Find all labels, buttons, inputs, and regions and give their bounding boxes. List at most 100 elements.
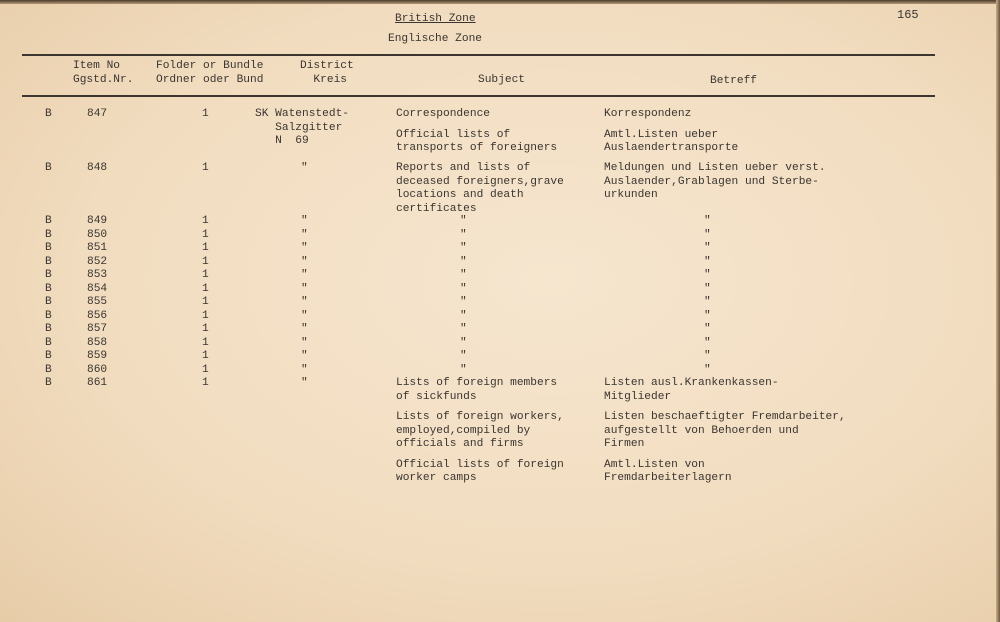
subject-entry: " xyxy=(460,269,467,281)
folder-count: 1 xyxy=(202,282,209,295)
item-number: 860 xyxy=(87,363,108,376)
row-prefix: B xyxy=(45,363,52,376)
row-prefix: B xyxy=(45,296,52,308)
subject-entry: Official lists of foreign worker camps xyxy=(396,458,564,485)
betreff-column: Listen ausl.Krankenkassen- Mitglieder Lis… xyxy=(604,377,846,493)
betreff-column: Meldungen und Listen ueber verst. Auslae… xyxy=(604,162,826,210)
subject-entry: " xyxy=(460,215,467,227)
subject-column: " xyxy=(460,296,467,317)
betreff-column: " xyxy=(704,215,711,236)
row-prefix: B xyxy=(45,228,52,241)
subject-entry: " xyxy=(460,350,467,362)
betreff-entry: " xyxy=(704,309,711,322)
item-number: 850 xyxy=(87,228,108,241)
zone-title-de: Englische Zone xyxy=(388,33,482,45)
header-bottom-rule xyxy=(22,95,935,97)
district: " xyxy=(301,296,308,308)
betreff-column: " xyxy=(704,350,711,371)
betreff-column: " xyxy=(704,269,711,290)
subject-entry: " xyxy=(460,242,467,254)
district: " xyxy=(301,215,308,227)
item-number: 851 xyxy=(87,242,108,254)
item-number: 852 xyxy=(87,255,108,268)
betreff-column: " xyxy=(704,310,711,331)
subject-column: Reports and lists of deceased foreigners… xyxy=(396,162,564,223)
header-betreff: Betreff xyxy=(710,75,757,87)
district: " xyxy=(301,282,308,295)
betreff-column: " xyxy=(704,283,711,304)
folder-count: 1 xyxy=(202,363,209,376)
betreff-entry: " xyxy=(704,282,711,295)
item-number: 856 xyxy=(87,309,108,322)
subject-column: " xyxy=(460,283,467,304)
betreff-column: " xyxy=(704,323,711,344)
subject-entry: " xyxy=(460,323,467,335)
scan-right-edge xyxy=(996,0,1000,622)
subject-entry: " xyxy=(460,363,467,376)
row-prefix: B xyxy=(45,215,52,227)
betreff-entry: Amtl.Listen ueber Auslaendertransporte xyxy=(604,128,739,155)
betreff-column: Korrespondenz Amtl.Listen ueber Auslaende… xyxy=(604,108,738,163)
betreff-column: " xyxy=(704,256,711,277)
subject-column: " xyxy=(460,256,467,277)
betreff-column: " xyxy=(704,242,711,263)
folder-count: 1 xyxy=(202,228,209,241)
item-number: 853 xyxy=(87,269,108,281)
item-number: 861 xyxy=(87,377,108,389)
subject-column: Correspondence Official lists of transpor… xyxy=(396,108,557,163)
district: " xyxy=(301,336,308,349)
item-number: 855 xyxy=(87,296,108,308)
subject-column: " xyxy=(460,310,467,331)
district: " xyxy=(301,363,308,376)
folder-count: 1 xyxy=(202,336,209,349)
subject-column: " xyxy=(460,364,467,385)
row-prefix: B xyxy=(45,242,52,254)
betreff-entry: Listen beschaeftigter Fremdarbeiter, auf… xyxy=(604,411,846,450)
row-prefix: B xyxy=(45,162,52,174)
district: " xyxy=(301,242,308,254)
betreff-entry: " xyxy=(704,255,711,268)
item-number: 857 xyxy=(87,323,108,335)
row-prefix: B xyxy=(45,108,52,120)
row-prefix: B xyxy=(45,269,52,281)
subject-column: " xyxy=(460,269,467,290)
district: " xyxy=(301,255,308,268)
item-number: 848 xyxy=(87,162,108,174)
row-prefix: B xyxy=(45,350,52,362)
district: " xyxy=(301,269,308,281)
subject-entry: " xyxy=(460,336,467,349)
betreff-entry: " xyxy=(704,350,711,362)
folder-count: 1 xyxy=(202,269,209,281)
folder-count: 1 xyxy=(202,350,209,362)
subject-entry: Lists of foreign workers, employed,compi… xyxy=(396,411,564,450)
district: " xyxy=(301,377,308,389)
betreff-entry: " xyxy=(704,336,711,349)
subject-entry: Official lists of transports of foreigne… xyxy=(396,128,558,155)
item-number: 849 xyxy=(87,215,108,227)
betreff-entry: " xyxy=(704,242,711,254)
betreff-entry: " xyxy=(704,215,711,227)
subject-column: " xyxy=(460,337,467,358)
subject-entry: " xyxy=(460,282,467,295)
folder-count: 1 xyxy=(202,309,209,322)
subject-entry: " xyxy=(460,309,467,322)
betreff-entry: Listen ausl.Krankenkassen- Mitglieder xyxy=(604,377,779,403)
subject-column: " xyxy=(460,323,467,344)
subject-entry: Reports and lists of deceased foreigners… xyxy=(396,162,564,215)
folder-count: 1 xyxy=(202,108,209,120)
betreff-column: " xyxy=(704,337,711,358)
scan-top-edge xyxy=(0,0,1000,4)
row-prefix: B xyxy=(45,282,52,295)
betreff-entry: " xyxy=(704,296,711,308)
row-prefix: B xyxy=(45,309,52,322)
betreff-entry: Korrespondenz xyxy=(604,108,692,120)
item-number: 859 xyxy=(87,350,108,362)
betreff-column: " xyxy=(704,229,711,250)
item-number: 858 xyxy=(87,336,108,349)
district: " xyxy=(301,350,308,362)
folder-count: 1 xyxy=(202,377,209,389)
header-top-rule xyxy=(22,54,935,56)
page-number: 165 xyxy=(897,8,919,22)
row-prefix: B xyxy=(45,377,52,389)
subject-column: " xyxy=(460,350,467,371)
